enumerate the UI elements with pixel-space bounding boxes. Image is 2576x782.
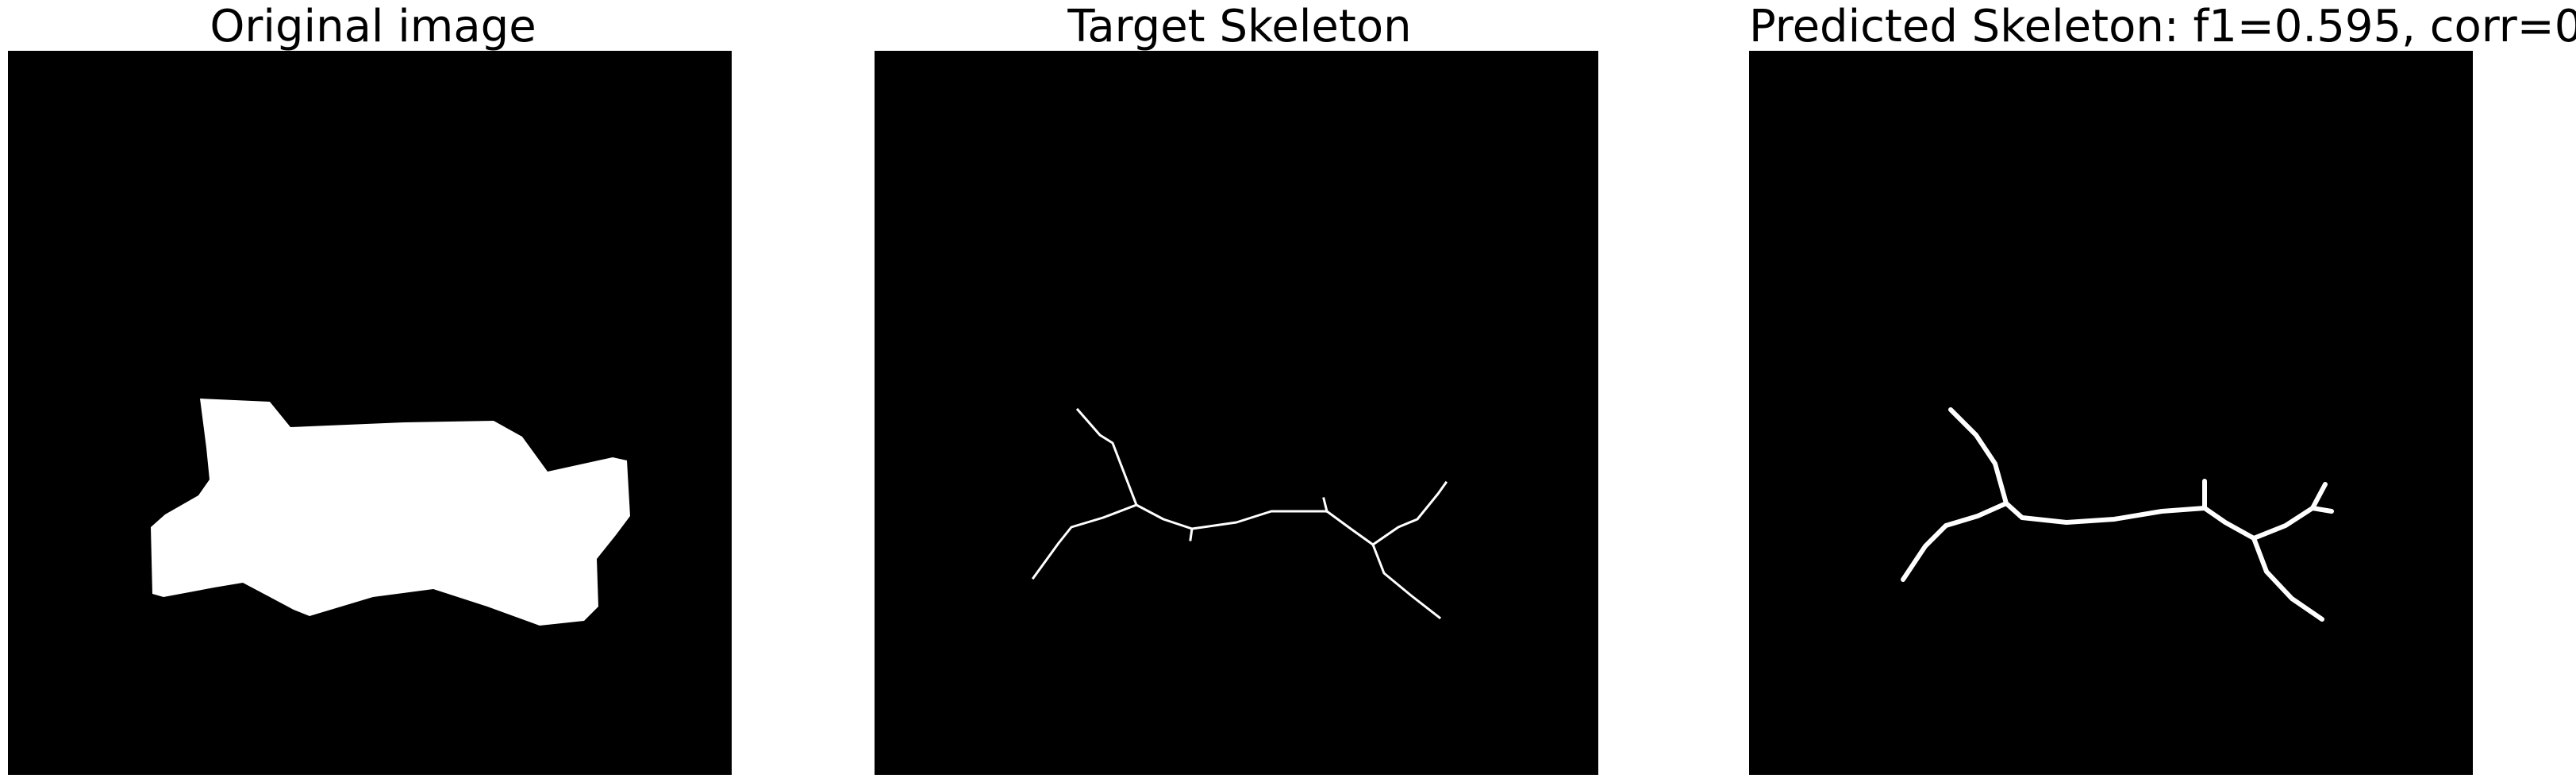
original-image-canvas: [8, 51, 732, 775]
white-blob-shape: [151, 399, 630, 626]
panel-title: Predicted Skeleton: f1=0.595, corr=0.634: [1749, 1, 2576, 52]
panel-title: Original image: [210, 1, 536, 52]
panel-predicted-skeleton: Predicted Skeleton: f1=0.595, corr=0.634: [1749, 0, 2576, 782]
target-skeleton-canvas: [875, 51, 1598, 775]
target-skeleton-lines: [1031, 407, 1448, 620]
panel-target-skeleton: Target Skeleton: [875, 0, 1605, 782]
predicted-skeleton-lines: [1901, 407, 2334, 622]
panel-title: Target Skeleton: [1067, 1, 1412, 52]
original-shape-image: [151, 399, 630, 626]
predicted-skeleton-canvas: [1749, 51, 2473, 775]
predicted-skeleton-image: [1901, 407, 2334, 622]
target-skeleton-image: [1031, 407, 1448, 620]
panel-original-image: Original image: [8, 0, 738, 782]
